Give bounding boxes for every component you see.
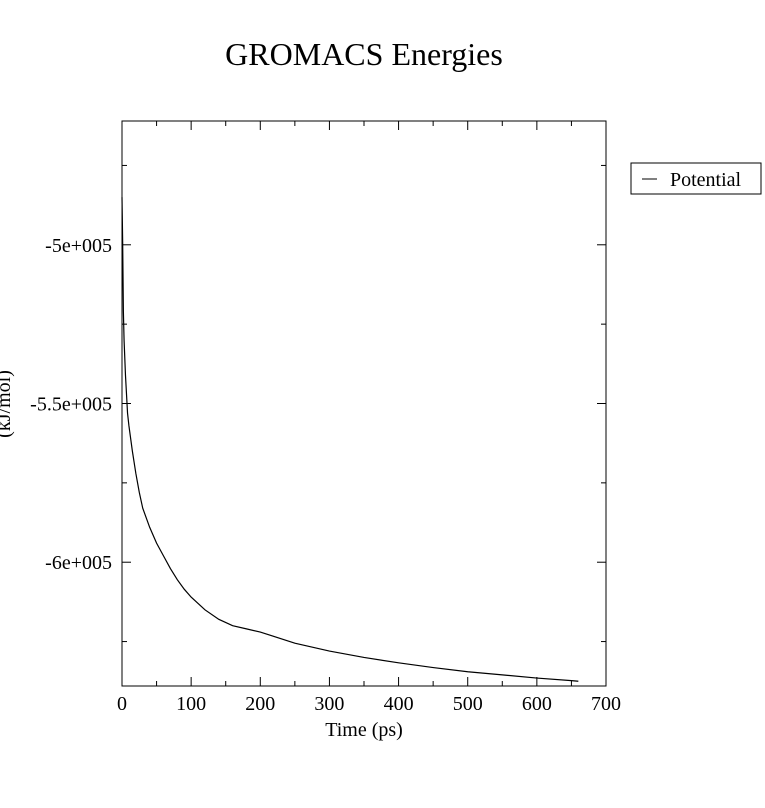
x-tick-label: 200 (245, 693, 275, 715)
x-tick-label: 700 (591, 693, 621, 715)
series-line-potential (121, 197, 579, 682)
y-tick-label: -5e+005 (45, 235, 112, 257)
chart-title: GROMACS Energies (225, 36, 503, 72)
y-axis-ticks (122, 164, 606, 643)
legend: Potential (630, 162, 762, 195)
y-axis-tick-labels: -5e+005 -5.5e+005 -6e+005 (30, 235, 112, 574)
x-tick-label: 400 (384, 693, 414, 715)
plot-frame (121, 120, 607, 687)
x-tick-label: 0 (117, 693, 127, 715)
x-tick-label: 300 (314, 693, 344, 715)
x-tick-label: 100 (176, 693, 206, 715)
series-lines (121, 197, 579, 682)
x-tick-label: 600 (522, 693, 552, 715)
x-tick-label: 500 (453, 693, 483, 715)
legend-label-potential: Potential (670, 169, 742, 191)
y-axis-label: (kJ/mol) (0, 370, 15, 438)
y-tick-label: -6e+005 (45, 552, 112, 574)
x-axis-ticks (121, 121, 607, 686)
x-axis-tick-labels: 0 100 200 300 400 500 600 700 (117, 693, 621, 715)
y-tick-label: -5.5e+005 (30, 394, 112, 416)
x-axis-label: Time (ps) (325, 719, 403, 741)
